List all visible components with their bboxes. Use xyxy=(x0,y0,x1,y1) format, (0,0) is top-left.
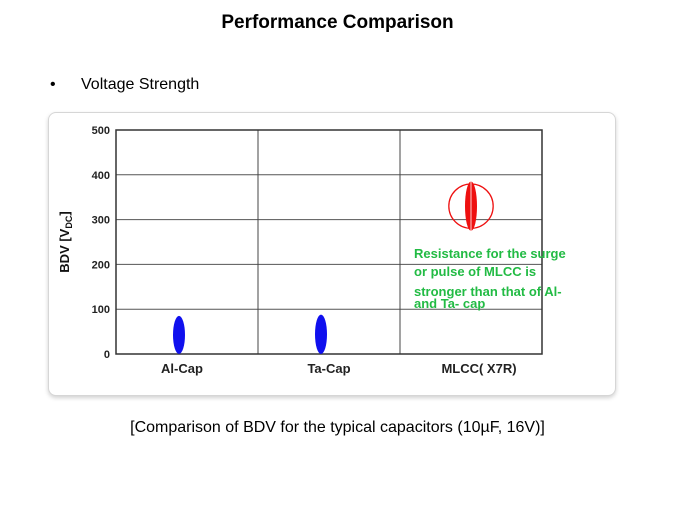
y-tick-label: 400 xyxy=(92,170,110,182)
x-category-label: MLCC( X7R) xyxy=(441,361,516,376)
annotation-line: stronger than that of Al- xyxy=(414,284,562,299)
annotation-line: Resistance for the surge xyxy=(414,246,566,261)
bullet-text: Voltage Strength xyxy=(81,76,200,93)
slide-title: Performance Comparison xyxy=(221,12,454,33)
plot-border xyxy=(115,129,543,355)
y-axis-label: BDV [VDC] xyxy=(57,211,74,272)
data-point-al-cap xyxy=(173,315,185,354)
y-tick-label: 200 xyxy=(92,259,110,271)
y-tick-label: 100 xyxy=(92,304,110,316)
chart-caption: [Comparison of BDV for the typical capac… xyxy=(130,419,545,436)
bullet-dot: • xyxy=(50,76,56,93)
y-tick-label: 0 xyxy=(104,349,110,361)
chart-panel: 0 100 200 300 400 500 Al-Cap Ta-Cap MLCC( X7R) BD… xyxy=(48,112,616,396)
x-category-label: Al-Cap xyxy=(161,361,203,376)
data-point-ta-cap xyxy=(315,314,327,354)
bdv-chart: 0 100 200 300 400 500 Al-Cap Ta-Cap MLCC( X7R) BD… xyxy=(57,125,566,376)
annotation-line: and Ta- cap xyxy=(414,296,485,311)
y-tick-label: 500 xyxy=(92,125,110,137)
annotation-line: or pulse of MLCC is xyxy=(414,264,536,279)
x-category-label: Ta-Cap xyxy=(307,361,350,376)
y-tick-label: 300 xyxy=(92,215,110,227)
